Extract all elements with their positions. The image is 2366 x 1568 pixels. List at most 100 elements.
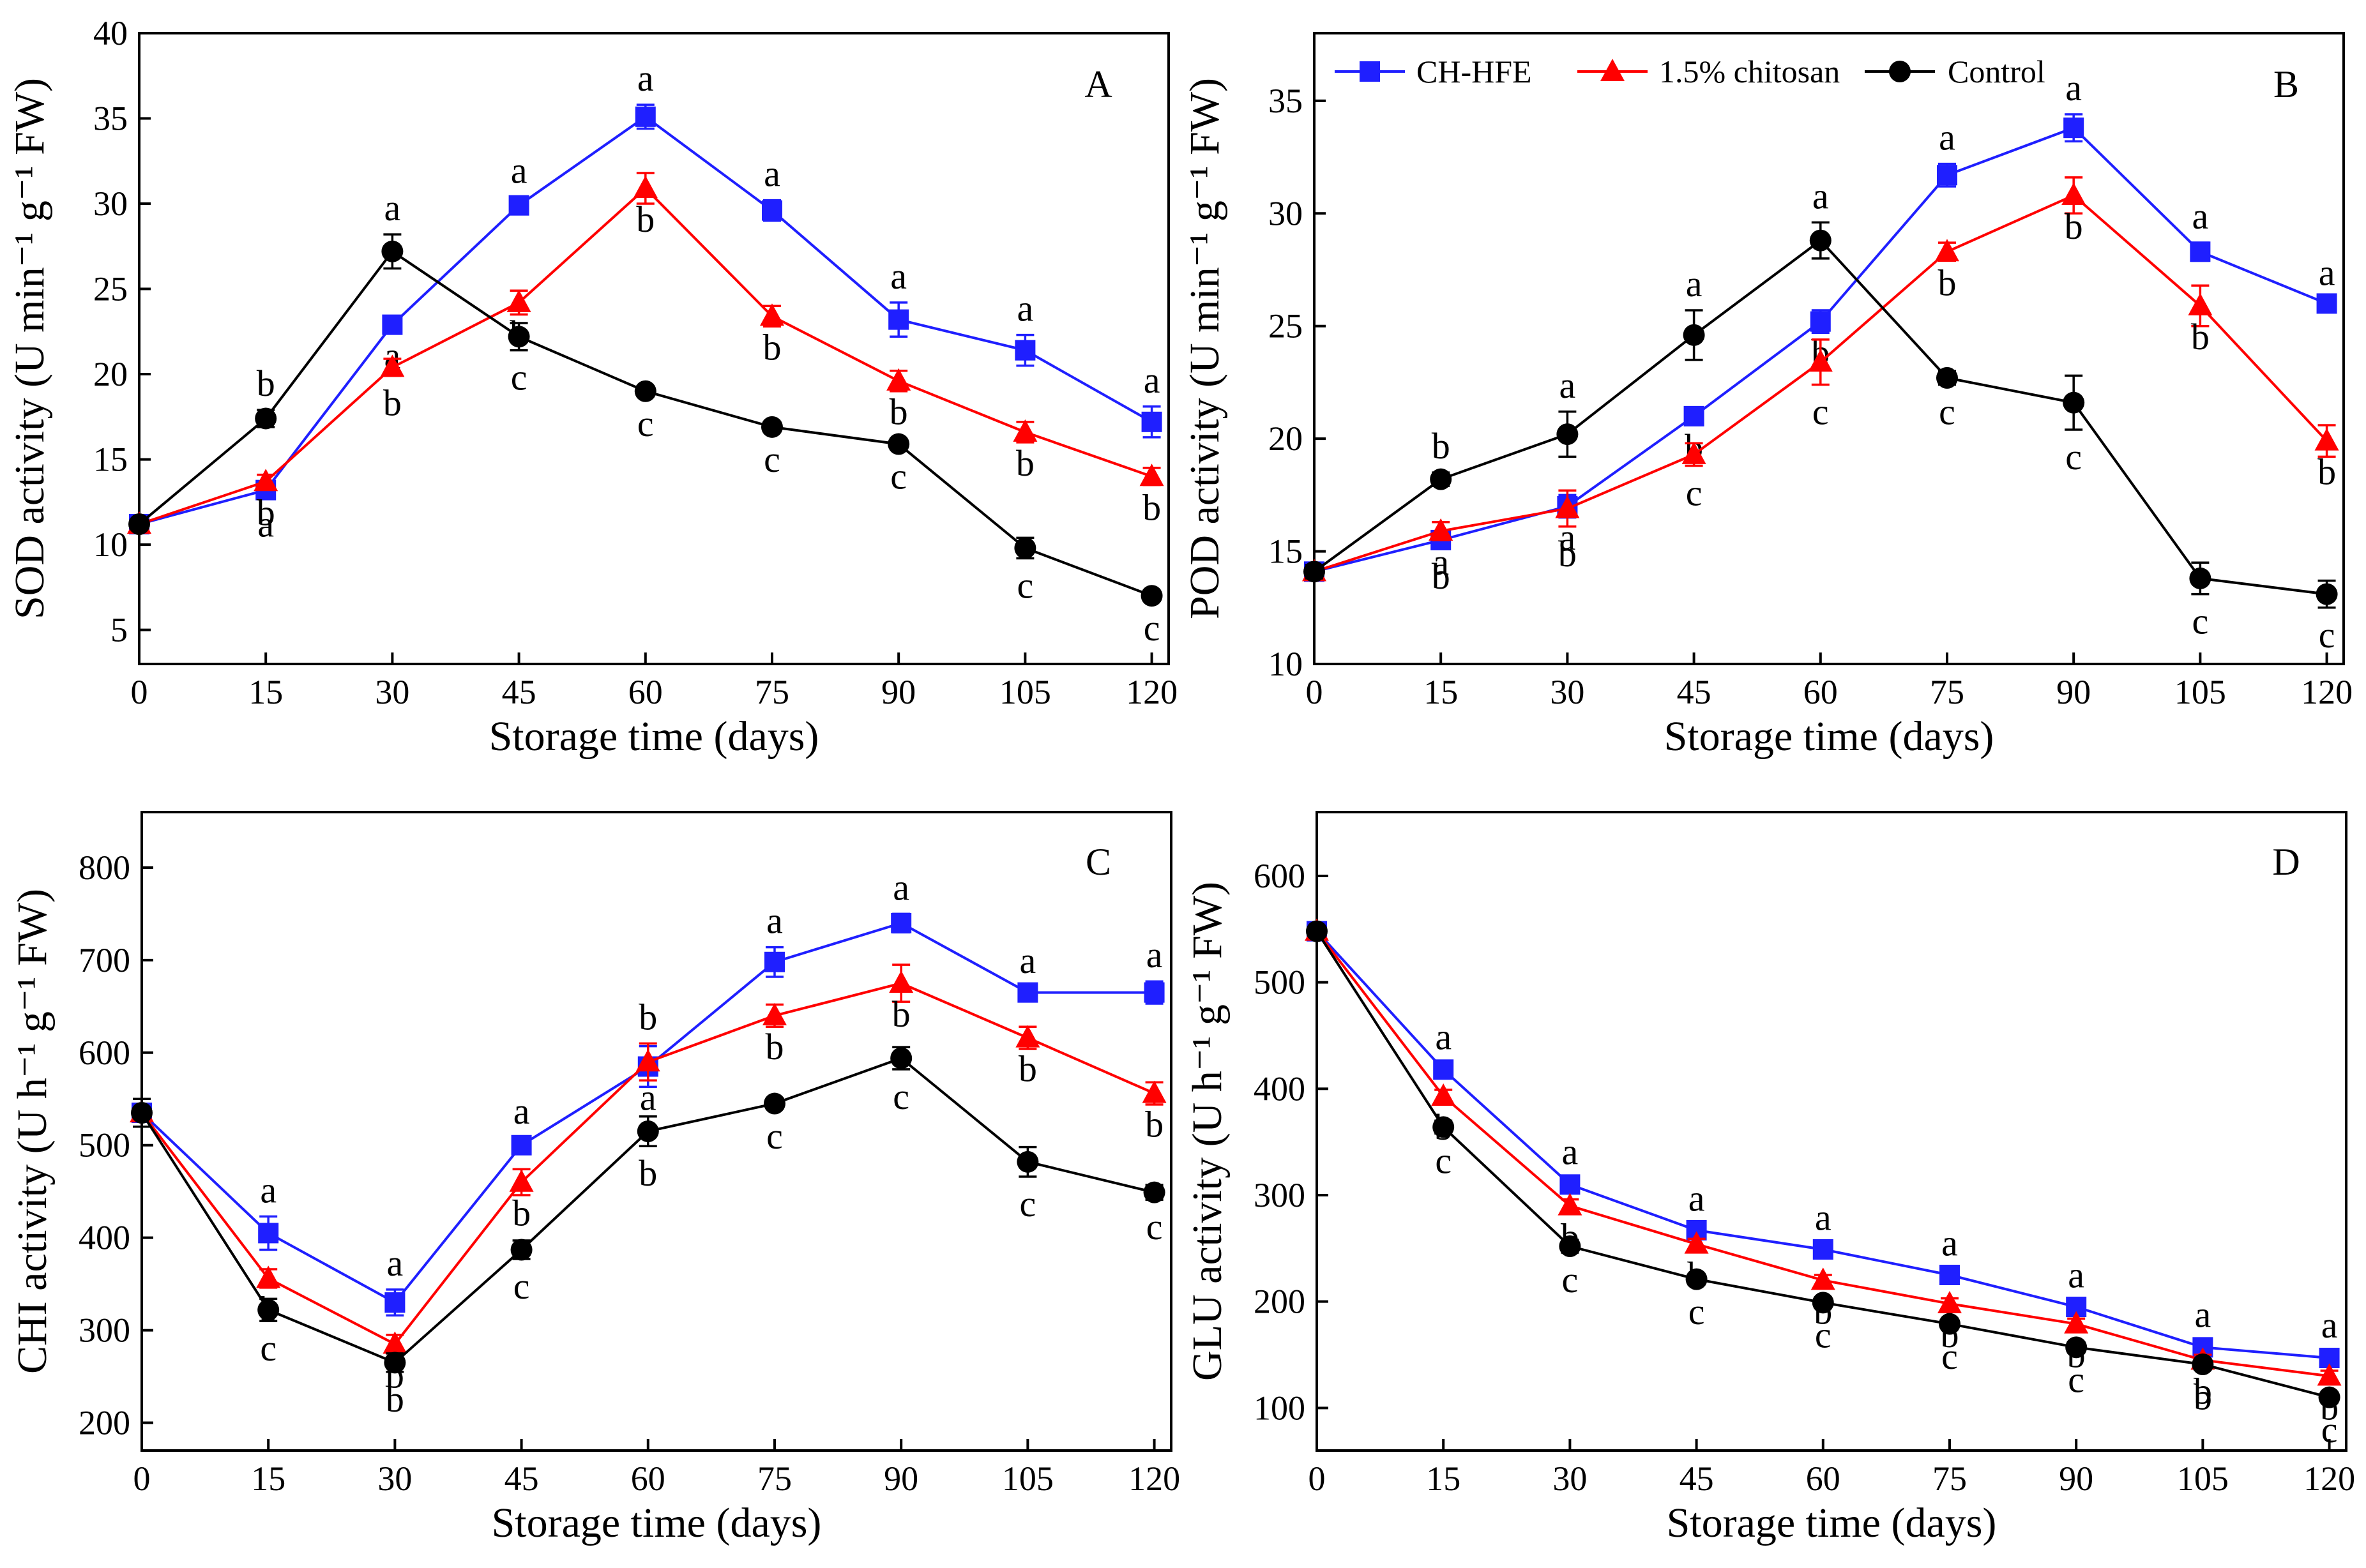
significance-letter: a bbox=[1146, 934, 1163, 976]
significance-letter: c bbox=[2321, 1409, 2338, 1451]
significance-letter: c bbox=[890, 456, 907, 497]
significance-letter: b bbox=[639, 1152, 657, 1194]
plot-frame bbox=[140, 811, 1172, 1452]
significance-letter: b bbox=[1016, 442, 1035, 484]
significance-letter: b bbox=[2194, 1370, 2212, 1412]
data-point-control bbox=[510, 1239, 533, 1261]
legend-label: 1.5% chitosan bbox=[1659, 54, 1840, 89]
panel-letter: B bbox=[2273, 63, 2299, 105]
data-point-control bbox=[508, 326, 530, 348]
y-tick-label: 10 bbox=[1268, 645, 1303, 683]
data-point-ch_hfe bbox=[1810, 311, 1831, 332]
x-tick-label: 105 bbox=[2174, 673, 2226, 711]
data-point-chitosan bbox=[1013, 419, 1038, 442]
data-point-ch_hfe bbox=[1433, 1059, 1454, 1080]
y-tick-label: 20 bbox=[93, 355, 128, 393]
y-tick-label: 500 bbox=[79, 1126, 130, 1165]
y-tick-label: 200 bbox=[79, 1404, 130, 1442]
significance-letter: a bbox=[890, 255, 907, 297]
data-point-control bbox=[1303, 561, 1325, 583]
data-point-ch_hfe bbox=[888, 309, 909, 330]
legend: CH-HFE 1.5% chitosan Control bbox=[1335, 54, 2045, 89]
data-point-chitosan bbox=[2314, 428, 2339, 451]
legend-label: CH-HFE bbox=[1416, 54, 1532, 89]
significance-letter: c bbox=[1020, 1183, 1036, 1225]
significance-letter: a bbox=[2068, 1255, 2084, 1296]
significance-letter: b bbox=[386, 1378, 404, 1420]
data-point-chitosan bbox=[886, 368, 911, 391]
data-point-ch_hfe bbox=[1017, 982, 1038, 1003]
data-point-chitosan bbox=[1937, 1291, 1962, 1313]
data-point-control bbox=[384, 1352, 406, 1374]
data-point-chitosan bbox=[1808, 349, 1833, 372]
y-tick-label: 25 bbox=[93, 270, 128, 308]
y-tick-label: 40 bbox=[93, 14, 128, 52]
significance-letter: c bbox=[511, 357, 527, 398]
x-tick-label: 120 bbox=[2301, 673, 2353, 711]
data-point-chitosan bbox=[1558, 1193, 1582, 1216]
x-tick-label: 45 bbox=[502, 673, 536, 711]
data-point-control bbox=[890, 1047, 913, 1069]
x-tick-label: 75 bbox=[757, 1459, 792, 1498]
significance-letter: c bbox=[1686, 472, 1702, 513]
data-point-ch_hfe bbox=[508, 195, 529, 216]
significance-letter: b bbox=[2191, 316, 2210, 358]
significance-letter: c bbox=[513, 1265, 530, 1307]
significance-letter: a bbox=[1815, 1197, 1831, 1239]
data-point-control bbox=[1556, 423, 1579, 446]
data-point-chitosan bbox=[383, 1331, 407, 1354]
legend-entry-chitosan: 1.5% chitosan bbox=[1577, 54, 1840, 89]
x-tick-label: 120 bbox=[1128, 1459, 1180, 1498]
panel-c: 0 15 30 45 60 75 90 105 120 200 300 400 500 600 700 800… bbox=[9, 811, 1180, 1546]
significance-letter: a bbox=[2192, 195, 2209, 237]
significance-letter: a bbox=[2319, 252, 2335, 293]
data-point-chitosan bbox=[1431, 1083, 1456, 1106]
data-point-control bbox=[2063, 391, 2085, 414]
significance-letter: c bbox=[1144, 607, 1160, 649]
panel-d: 0 15 30 45 60 75 90 105 120 100 200 300 400 500 600 Sto… bbox=[1184, 811, 2355, 1546]
data-point-control bbox=[131, 1102, 153, 1124]
significance-letter: a bbox=[1812, 175, 1829, 216]
significance-letter: a bbox=[1941, 1223, 1958, 1264]
x-tick-label: 60 bbox=[1803, 673, 1838, 711]
data-point-control bbox=[1014, 537, 1036, 559]
data-point-control bbox=[888, 433, 910, 455]
x-tick-label: 0 bbox=[131, 673, 148, 711]
data-point-ch_hfe bbox=[511, 1135, 532, 1156]
data-point-ch_hfe bbox=[764, 951, 785, 972]
x-tick-label: 105 bbox=[2177, 1459, 2229, 1498]
significance-letter: c bbox=[2065, 436, 2082, 478]
data-point-ch_hfe bbox=[382, 314, 403, 335]
data-point-ch_hfe bbox=[1683, 405, 1704, 426]
x-tick-label: 105 bbox=[999, 673, 1051, 711]
data-point-control bbox=[1143, 1181, 1165, 1203]
data-point-chitosan bbox=[380, 354, 405, 377]
series-chitosan: a b c c b b b b bbox=[1302, 176, 2339, 583]
data-point-chitosan bbox=[1684, 1231, 1709, 1254]
data-point-control bbox=[255, 407, 277, 430]
data-point-ch_hfe bbox=[1559, 1174, 1581, 1195]
y-tick-label: 5 bbox=[110, 611, 128, 649]
significance-letter: b bbox=[1938, 262, 1956, 303]
significance-letter: c bbox=[1017, 564, 1034, 606]
significance-letter: c bbox=[766, 1115, 783, 1157]
y-axis-title: SOD activity (U min⁻¹ g⁻¹ FW) bbox=[6, 78, 53, 619]
data-point-control bbox=[1559, 1235, 1581, 1257]
data-point-ch_hfe bbox=[258, 1223, 279, 1244]
data-point-control bbox=[1306, 920, 1328, 942]
data-point-ch_hfe bbox=[1015, 340, 1036, 361]
legend-marker-chitosan bbox=[1600, 59, 1625, 81]
significance-letter: b bbox=[257, 363, 275, 404]
y-tick-label: 600 bbox=[79, 1034, 130, 1072]
significance-letter: a bbox=[387, 1242, 404, 1284]
significance-letter: a bbox=[766, 900, 783, 942]
significance-letter: a bbox=[384, 187, 401, 229]
significance-letter: a bbox=[513, 1090, 530, 1132]
x-tick-label: 30 bbox=[377, 1459, 412, 1498]
significance-letter: c bbox=[2068, 1359, 2084, 1401]
significance-letter: b bbox=[1019, 1048, 1037, 1090]
x-tick-label: 0 bbox=[1306, 673, 1323, 711]
data-point-control bbox=[1812, 1292, 1834, 1314]
